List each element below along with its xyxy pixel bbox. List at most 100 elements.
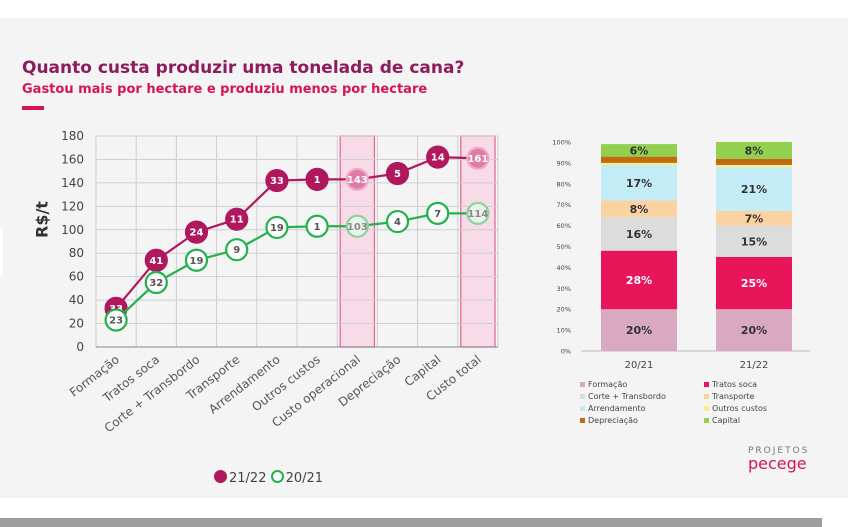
series-line-2122: [115, 155, 478, 310]
y-tick-label: 140: [61, 176, 84, 190]
point-2021-1: [144, 270, 168, 295]
point-2021-9: [466, 201, 490, 225]
point-2122-1: [144, 248, 168, 272]
point-label-2122-9: 161: [467, 154, 488, 165]
bar-segment-0-5: [601, 162, 677, 165]
y-tick-label: 40: [69, 293, 84, 307]
bar-segment-1-3: [716, 210, 792, 226]
point-2021-0: [104, 308, 128, 332]
legend-item-2021: 20/21: [270, 470, 324, 486]
bar-segment-0-1: [601, 250, 677, 310]
bar-segment-0-3: [601, 200, 677, 218]
y-tick-label: 120: [61, 199, 84, 213]
point-2122-9: [466, 146, 490, 170]
point-2122-8: [426, 145, 450, 169]
point-2122-4: [265, 168, 289, 193]
point-label-2122-7: 5: [394, 169, 401, 180]
point-2021-3: [225, 238, 249, 262]
bar-legend-label: Tratos soca: [712, 380, 758, 389]
bar-segment-label-0-3: 8%: [630, 203, 649, 216]
bar-segment-label-1-3: 7%: [745, 212, 764, 225]
bar-legend-item: Tratos soca: [704, 380, 757, 389]
bar-legend-label: Depreciação: [588, 416, 638, 425]
point-label-2021-7: 4: [394, 217, 401, 228]
y-tick-label: 180: [61, 129, 84, 143]
y-tick-label: 20: [69, 317, 84, 331]
bar-legend-label: Capital: [712, 416, 741, 425]
y-tick-label: 60: [69, 270, 84, 284]
highlight-box-9: [460, 135, 496, 348]
bar-y-tick-label: 20%: [557, 306, 571, 314]
point-2021-2: [184, 248, 209, 272]
point-label-2021-0: 23: [109, 316, 123, 327]
bar-legend-item: Transporte: [704, 392, 754, 401]
point-2122-5: [305, 167, 329, 191]
point-2122-7: [385, 161, 410, 186]
bar-legend-label: Arrendamento: [588, 404, 646, 413]
bar-y-tick-label: 90%: [557, 159, 571, 167]
point-label-2021-1: 32: [149, 278, 163, 289]
bar-segment-1-1: [716, 256, 792, 310]
bar-segment-1-7: [716, 142, 792, 159]
bar-y-tick-label: 0%: [561, 348, 571, 356]
bar-legend-label: Corte + Transbordo: [588, 392, 666, 401]
y-tick-label: 100: [61, 223, 84, 237]
point-2021-6: [345, 214, 369, 238]
bar-legend-swatch: [580, 394, 585, 399]
bar-y-tick-label: 40%: [557, 264, 571, 272]
bar-legend-swatch: [704, 382, 709, 387]
line-chart-legend: 21/22 20/21: [214, 470, 323, 486]
pecege-logo: PROJETOS pecege: [748, 446, 809, 473]
bar-segment-1-2: [716, 225, 792, 257]
point-label-2021-2: 19: [190, 256, 204, 267]
legend-label-2122: 21/22: [229, 471, 267, 486]
bar-segment-label-0-4: 17%: [626, 177, 652, 190]
bar-segment-label-0-1: 28%: [626, 274, 652, 287]
bar-segment-0-4: [601, 164, 677, 201]
point-label-2122-6: 143: [347, 175, 368, 186]
bar-segment-label-1-4: 21%: [741, 183, 767, 196]
y-tick-label: 0: [76, 340, 84, 354]
bar-y-tick-label: 10%: [557, 327, 571, 335]
point-label-2021-5: 1: [314, 222, 321, 233]
bar-segment-label-1-7: 8%: [745, 144, 764, 157]
bar-legend-item: Depreciação: [580, 416, 638, 425]
legend-dot-2021: [270, 470, 284, 483]
bar-segment-1-4: [716, 167, 792, 211]
bar-legend-item: Arrendamento: [580, 404, 646, 413]
point-2122-3: [225, 207, 249, 231]
point-label-2122-4: 33: [270, 176, 284, 187]
bar-category-label: 21/22: [740, 360, 769, 371]
bar-segment-0-2: [601, 217, 677, 251]
bottom-strip: [0, 518, 822, 527]
bar-legend-swatch: [580, 406, 585, 411]
bar-segment-label-0-0: 20%: [626, 324, 652, 337]
bar-segment-1-5: [716, 164, 792, 168]
bar-y-tick-label: 100%: [552, 139, 571, 147]
bar-legend-item: Corte + Transbordo: [580, 392, 666, 401]
bar-y-tick-label: 60%: [557, 222, 571, 230]
bar-legend-label: Formação: [588, 380, 628, 389]
legend-item-2122: 21/22: [214, 470, 267, 486]
legend-label-2021: 20/21: [285, 471, 324, 486]
point-label-2021-6: 103: [347, 222, 368, 233]
edge-mark: [0, 228, 3, 276]
title-accent-bar: [22, 106, 44, 110]
bar-legend-swatch: [704, 406, 709, 411]
logo-line2: pecege: [748, 454, 807, 473]
point-2021-4: [265, 215, 289, 240]
bar-segment-label-0-7: 6%: [630, 144, 649, 157]
point-label-2021-9: 114: [467, 209, 488, 220]
point-label-2122-1: 41: [149, 256, 163, 267]
point-2122-2: [184, 220, 209, 244]
point-2122-6: [345, 167, 369, 191]
bar-y-tick-label: 50%: [557, 243, 571, 251]
bar-legend-swatch: [704, 418, 709, 423]
bar-legend-label: Outros custos: [712, 404, 768, 413]
legend-dot-2122: [214, 470, 227, 483]
bar-legend-item: Capital: [704, 416, 740, 425]
bar-y-tick-label: 70%: [557, 201, 571, 209]
bar-y-tick-label: 80%: [557, 180, 571, 188]
bar-segment-0-0: [601, 309, 677, 351]
